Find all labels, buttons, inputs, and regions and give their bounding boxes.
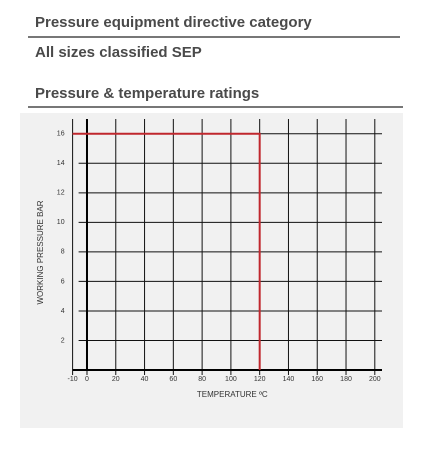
chart-panel: [20, 113, 403, 428]
y-tick-label: 2: [61, 337, 65, 344]
rating-line: [72, 132, 261, 370]
y-tick-label: 12: [57, 190, 65, 197]
x-tick-label: 20: [112, 376, 120, 383]
x-tick-label: -10: [68, 376, 78, 383]
x-tick-label: 40: [141, 376, 149, 383]
x-tick-label: 60: [169, 376, 177, 383]
x-tick-label: 140: [283, 376, 295, 383]
y-tick-label: 4: [61, 308, 65, 315]
x-tick-label: 180: [340, 376, 352, 383]
x-tick-label: 120: [254, 376, 266, 383]
section-title: Pressure & temperature ratings: [35, 85, 259, 102]
x-tick-label: 80: [198, 376, 206, 383]
x-axis-title: TEMPERATURE ºC: [197, 390, 268, 399]
section-title: Pressure equipment directive category: [35, 14, 312, 31]
chart: -10 0 20 40 60 80 100 120 140 160 180 200 2 4 6 8 10 12 14…: [36, 119, 382, 399]
x-tick-label: 0: [85, 376, 89, 383]
x-tick-label: 160: [311, 376, 323, 383]
y-tick-label: 16: [57, 131, 65, 138]
section-text: All sizes classified SEP: [35, 44, 202, 61]
x-tick-label: 200: [369, 376, 381, 383]
y-tick-label: 6: [61, 278, 65, 285]
y-tick-label: 8: [61, 249, 65, 256]
y-tick-label: 14: [57, 160, 65, 167]
y-axis-title: WORKING PRESSURE BAR: [36, 200, 45, 304]
x-tick-label: 100: [225, 376, 237, 383]
y-tick-label: 10: [57, 219, 65, 226]
